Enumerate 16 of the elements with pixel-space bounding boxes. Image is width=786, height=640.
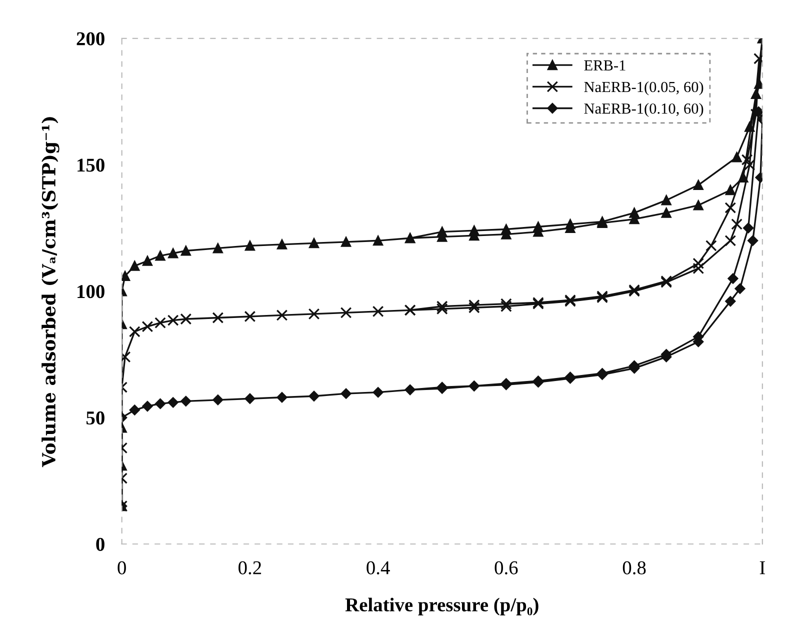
x-tick-label: I: [760, 561, 765, 574]
legend-label: ERB-1: [584, 60, 626, 70]
x-tick-label: 0.6: [494, 561, 518, 574]
legend-label: NaERB-1(0.10, 60): [584, 103, 704, 117]
y-tick-label: 0: [96, 538, 104, 551]
x-tick-label: 0: [118, 561, 126, 574]
legend-label: NaERB-1(0.05, 60): [584, 81, 704, 96]
x-axis-title: Relative pressure (p/p₀): [345, 598, 538, 616]
y-tick-label: 200: [76, 32, 104, 46]
y-tick-label: 100: [78, 285, 104, 298]
x-tick-label: 0.4: [366, 561, 390, 574]
y-tick-label: 50: [86, 411, 104, 425]
y-tick-label: 150: [78, 158, 104, 172]
y-axis-title: Volume adsorbed (Vₐ/cm³(STP)g⁻¹): [42, 117, 60, 468]
x-tick-label: 0.2: [238, 561, 262, 574]
x-tick-label: 0.8: [622, 561, 646, 574]
